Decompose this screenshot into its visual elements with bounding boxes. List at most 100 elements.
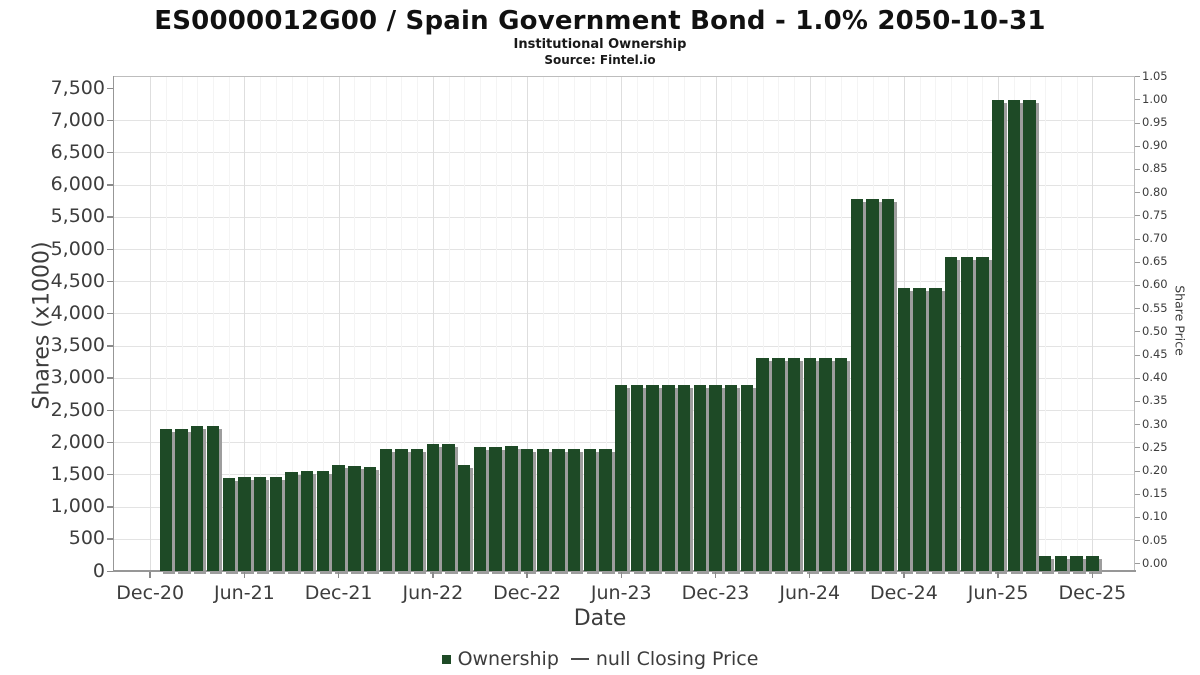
y-right-tick-label: 0.70	[1142, 231, 1168, 245]
x-tick-label: Dec-25	[1058, 582, 1127, 604]
bar-Dec-24[interactable]	[897, 288, 911, 571]
bar-Aug-23[interactable]	[646, 384, 659, 571]
x-tick	[1091, 572, 1094, 578]
bar-Jul-21[interactable]	[253, 476, 267, 571]
legend-item-ownership[interactable]: Ownership	[441, 648, 559, 670]
bar-Sep-25[interactable]	[1039, 556, 1052, 571]
bar-Sep-23[interactable]	[662, 384, 675, 571]
y-right-tick	[1135, 215, 1140, 217]
y-right-tick	[1135, 261, 1140, 263]
y-right-tick-label: 0.75	[1142, 207, 1168, 222]
bar-Jul-23[interactable]	[630, 384, 644, 571]
gridline-v	[417, 77, 419, 570]
bar-Nov-22[interactable]	[505, 446, 518, 571]
bar-Sep-22[interactable]	[473, 447, 487, 571]
bar-Jul-25[interactable]	[1007, 100, 1021, 571]
bar-May-22[interactable]	[410, 448, 424, 571]
y-right-tick-label: 0.20	[1142, 463, 1168, 477]
bar-Dec-21[interactable]	[332, 465, 345, 571]
gridline-h	[114, 345, 1134, 347]
bar-May-25[interactable]	[976, 256, 989, 571]
bar-Nov-25[interactable]	[1070, 556, 1083, 571]
bar-Jul-24[interactable]	[819, 358, 832, 571]
bar-Feb-24[interactable]	[740, 384, 754, 571]
bar-Apr-21[interactable]	[206, 426, 220, 571]
bar-Mar-23[interactable]	[567, 448, 581, 571]
bar-May-24[interactable]	[787, 358, 801, 571]
bar-Apr-23[interactable]	[583, 448, 597, 571]
gridline-h	[114, 281, 1134, 283]
gridline-v	[150, 77, 152, 570]
bar-Jan-23[interactable]	[536, 448, 549, 571]
bar-Apr-22[interactable]	[395, 448, 408, 571]
bar-Jun-21[interactable]	[238, 476, 251, 571]
bar-Aug-22[interactable]	[458, 464, 471, 571]
bar-Mar-22[interactable]	[379, 449, 392, 571]
gridline-v	[322, 77, 324, 570]
bar-Jan-24[interactable]	[725, 384, 738, 571]
bar-Nov-23[interactable]	[693, 384, 706, 571]
bar-Feb-25[interactable]	[929, 288, 942, 571]
y-right-tick-label: 0.95	[1142, 115, 1168, 129]
bar-Apr-24[interactable]	[772, 358, 785, 571]
bar-Feb-23[interactable]	[552, 448, 565, 571]
bar-Nov-24[interactable]	[882, 198, 895, 571]
bar-Dec-22[interactable]	[520, 448, 534, 571]
bar-Jun-22[interactable]	[426, 444, 440, 571]
legend-item-label: Ownership	[457, 648, 559, 670]
gridline-v	[275, 77, 277, 570]
y-left-tick	[107, 151, 113, 154]
y-right-tick-label: 0.15	[1142, 486, 1168, 501]
y-right-tick-label: 0.35	[1142, 393, 1168, 408]
x-tick	[432, 572, 434, 578]
bar-Oct-25[interactable]	[1054, 556, 1068, 571]
bar-Jan-25[interactable]	[913, 288, 926, 571]
gridline-v	[370, 77, 372, 570]
gridline-v	[731, 77, 733, 570]
bar-Jan-22[interactable]	[348, 465, 361, 571]
bar-Oct-24[interactable]	[866, 198, 879, 571]
bar-May-21[interactable]	[222, 477, 235, 571]
gridline-v	[574, 77, 576, 570]
y-left-tick-label: 6,500	[50, 140, 105, 163]
x-tick-label: Dec-20	[116, 582, 185, 604]
bar-Mar-21[interactable]	[191, 426, 204, 571]
y-left-tick-label: 2,500	[50, 398, 105, 421]
bar-Oct-23[interactable]	[677, 384, 691, 571]
gridline-v	[1092, 77, 1094, 570]
x-tick	[808, 572, 811, 578]
y-left-tick	[107, 409, 113, 411]
y-left-tick-label: 3,000	[50, 366, 105, 389]
bar-Aug-24[interactable]	[834, 358, 848, 571]
bar-Dec-23[interactable]	[709, 384, 722, 571]
bar-Feb-21[interactable]	[175, 429, 188, 571]
legend-item-closing-price[interactable]: null Closing Price	[570, 648, 758, 670]
bar-Aug-25[interactable]	[1023, 100, 1036, 571]
bar-Jun-23[interactable]	[615, 384, 628, 571]
y-right-tick	[1135, 447, 1140, 449]
bar-Jul-22[interactable]	[442, 444, 455, 571]
y-left-tick-label: 2,000	[50, 430, 105, 453]
bar-Jan-21[interactable]	[159, 429, 173, 571]
bar-Sep-21[interactable]	[285, 471, 298, 571]
y-left-tick-label: 6,000	[50, 173, 105, 196]
gridline-v	[825, 77, 827, 570]
bar-Jun-25[interactable]	[991, 100, 1005, 571]
bar-Oct-22[interactable]	[489, 447, 502, 571]
legend: Ownership null Closing Price	[0, 645, 1200, 673]
bar-Aug-21[interactable]	[269, 476, 282, 571]
bar-Jun-24[interactable]	[803, 358, 816, 571]
y-left-tick-label: 7,000	[50, 108, 105, 131]
gridline-h	[114, 152, 1134, 154]
gridline-v	[228, 77, 230, 570]
bar-Mar-24[interactable]	[756, 358, 769, 571]
gridline-v	[354, 77, 356, 570]
bar-Apr-25[interactable]	[960, 256, 973, 571]
bar-Dec-25[interactable]	[1086, 556, 1099, 571]
bar-Mar-25[interactable]	[944, 256, 958, 571]
bar-Oct-21[interactable]	[301, 470, 314, 571]
bar-Sep-24[interactable]	[850, 198, 864, 571]
bar-May-23[interactable]	[599, 448, 612, 571]
bar-Feb-22[interactable]	[363, 466, 377, 571]
bar-Nov-21[interactable]	[316, 470, 330, 571]
